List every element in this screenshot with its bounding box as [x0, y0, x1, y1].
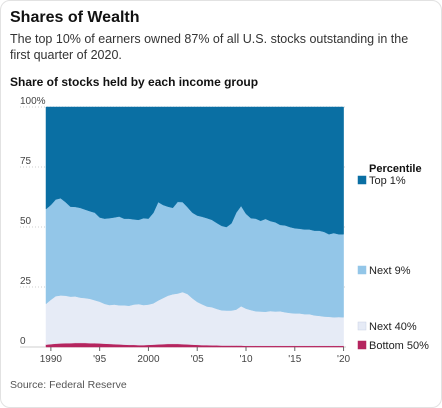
series-areas	[45, 106, 344, 348]
series-area-top-1	[45, 106, 344, 235]
legend-swatch-bottom-50	[357, 340, 367, 350]
y-axis: 0 25 50 75 100%	[20, 96, 46, 347]
legend-swatch-next-40	[357, 321, 367, 331]
y-tick-label: 100%	[20, 96, 46, 107]
page-title: Shares of Wealth	[10, 9, 140, 26]
source-note: Source: Federal Reserve	[10, 379, 127, 391]
legend: Percentile Bottom 50% Next 40% Next 9% Top 1…	[357, 163, 429, 352]
x-axis: 1990 '95 2000 '05 '10 '15 '20	[40, 347, 351, 365]
x-tick-label: 2000	[137, 354, 160, 365]
legend-swatch-next-9	[357, 265, 367, 275]
legend-heading: Percentile	[369, 163, 422, 175]
page-subtitle: The top 10% of earners owned 87% of all …	[10, 32, 409, 62]
y-tick-label: 50	[20, 216, 32, 227]
x-tick-label: '95	[93, 354, 106, 365]
legend-label-next-9: Next 9%	[369, 265, 411, 277]
x-tick-label: '20	[337, 354, 350, 365]
chart-title: Share of stocks held by each income grou…	[10, 75, 259, 89]
legend-swatch-top-1	[357, 175, 367, 185]
y-tick-label: 75	[20, 156, 32, 167]
x-tick-label: '05	[191, 354, 204, 365]
legend-label-top-1: Top 1%	[369, 175, 406, 187]
y-tick-label: 25	[20, 276, 32, 287]
x-tick-label: '10	[239, 354, 252, 365]
y-tick-label: 0	[20, 336, 26, 347]
legend-label-bottom-50: Bottom 50%	[369, 340, 429, 352]
x-tick-label: '15	[288, 354, 301, 365]
x-tick-label: 1990	[40, 354, 63, 365]
legend-label-next-40: Next 40%	[369, 321, 417, 333]
